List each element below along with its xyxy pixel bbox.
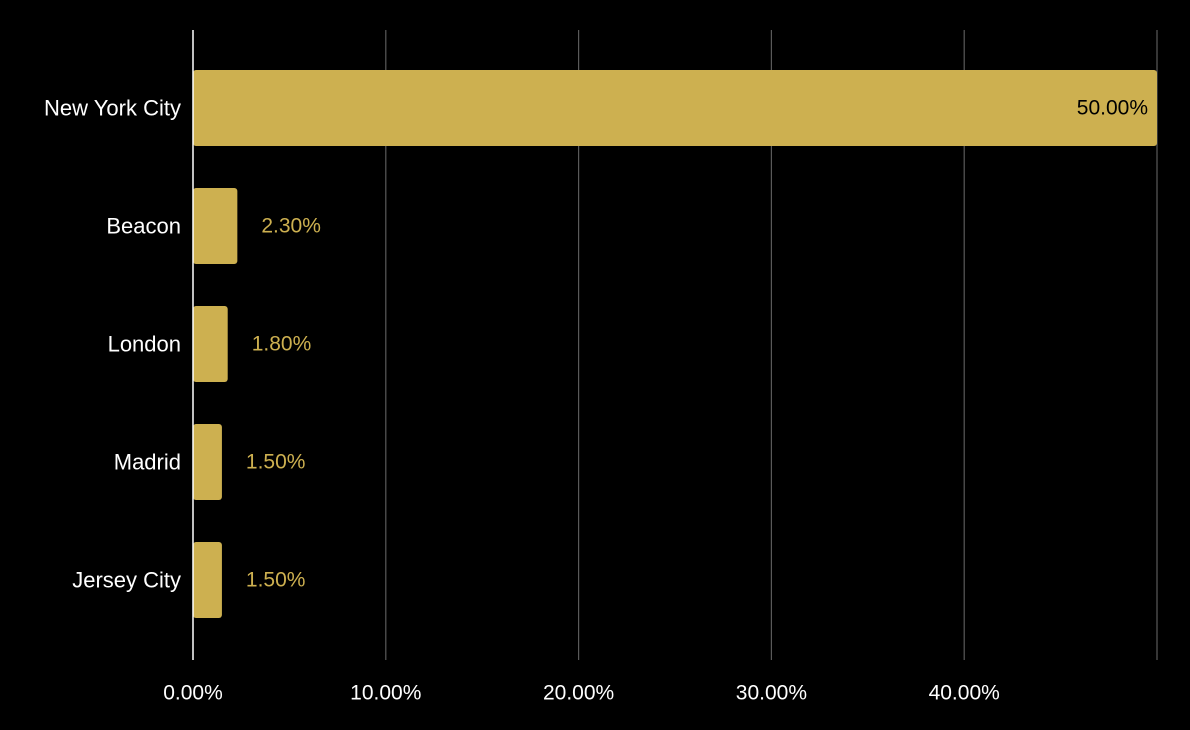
bar-london [193, 306, 228, 382]
bar-beacon [193, 188, 238, 264]
data-label-london: 1.80% [252, 333, 312, 356]
bar-madrid [193, 424, 222, 500]
x-tick-label: 10.00% [350, 682, 421, 705]
category-label-jersey-city: Jersey City [72, 568, 181, 593]
data-label-beacon: 2.30% [261, 215, 321, 238]
x-tick-label: 40.00% [929, 682, 1000, 705]
category-label-london: London [108, 332, 181, 357]
x-tick-label: 0.00% [163, 682, 223, 705]
category-label-madrid: Madrid [114, 450, 181, 475]
bar-new-york-city [193, 70, 1157, 146]
data-label-new-york-city: 50.00% [1077, 97, 1148, 120]
bar-jersey-city [193, 542, 222, 618]
x-tick-label: 30.00% [736, 682, 807, 705]
x-tick-label: 20.00% [543, 682, 614, 705]
category-label-beacon: Beacon [106, 214, 181, 239]
data-label-jersey-city: 1.50% [246, 569, 306, 592]
labels: New York City 50.00% Beacon 2.30% London 1.80… [44, 96, 1148, 705]
category-label-new-york-city: New York City [44, 96, 181, 121]
data-label-madrid: 1.50% [246, 451, 306, 474]
bars [193, 70, 1157, 618]
